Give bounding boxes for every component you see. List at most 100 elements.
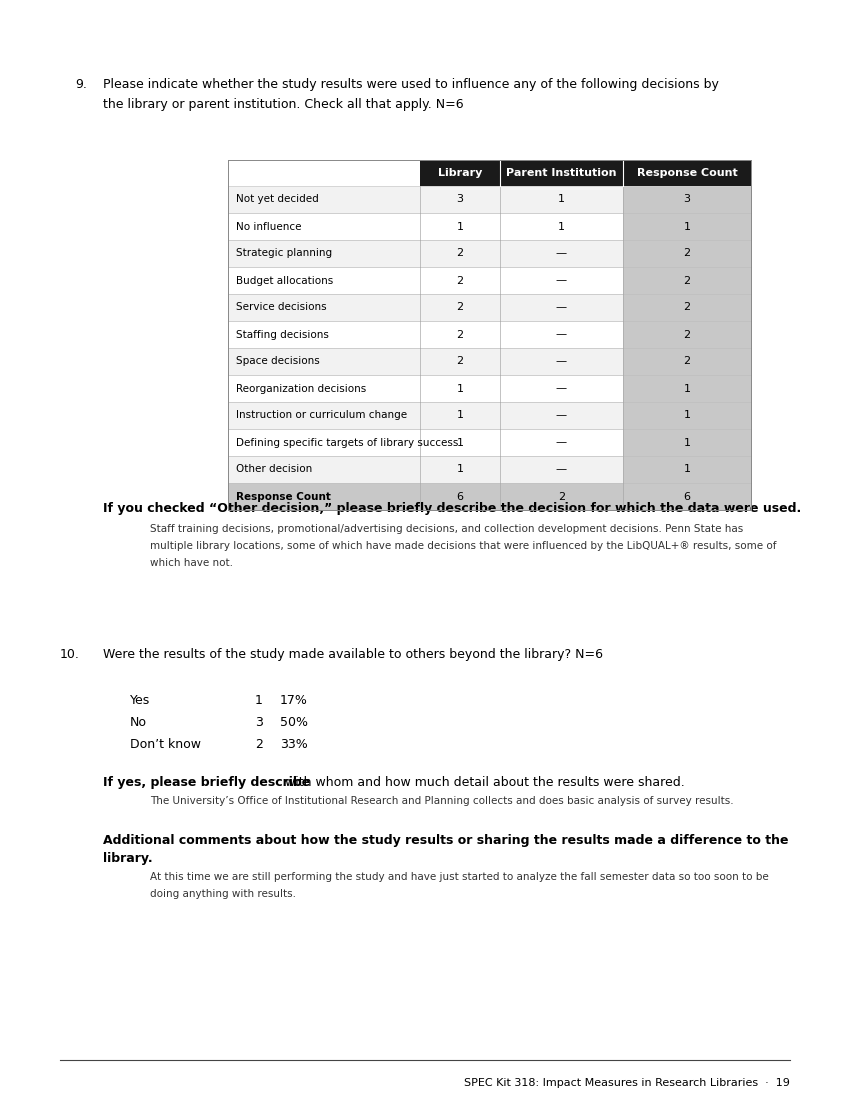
Text: 2: 2 — [457, 330, 464, 340]
Text: with whom and how much detail about the results were shared.: with whom and how much detail about the … — [281, 776, 685, 789]
Bar — [623, 321, 751, 348]
Text: 2: 2 — [683, 275, 690, 286]
Bar — [623, 483, 751, 510]
Text: 1: 1 — [457, 410, 464, 420]
Text: 2: 2 — [457, 356, 464, 366]
Text: Staffing decisions: Staffing decisions — [236, 330, 329, 340]
Bar — [623, 240, 751, 267]
Text: Instruction or curriculum change: Instruction or curriculum change — [236, 410, 408, 420]
Text: Defining specific targets of library success: Defining specific targets of library suc… — [236, 438, 458, 448]
Text: Strategic planning: Strategic planning — [236, 249, 332, 258]
Text: 3: 3 — [457, 195, 464, 205]
Text: 1: 1 — [683, 464, 690, 474]
Text: 3: 3 — [683, 195, 690, 205]
Text: 50%: 50% — [280, 716, 308, 729]
Text: 2: 2 — [457, 275, 464, 286]
Text: 1: 1 — [457, 384, 464, 394]
Text: 1: 1 — [683, 438, 690, 448]
Text: —: — — [556, 249, 567, 258]
Bar — [228, 375, 623, 402]
Bar — [228, 348, 623, 375]
Text: 1: 1 — [683, 384, 690, 394]
Text: 1: 1 — [457, 221, 464, 231]
Text: 2: 2 — [255, 738, 263, 751]
Text: 2: 2 — [683, 330, 690, 340]
Text: 17%: 17% — [280, 694, 308, 707]
Text: the library or parent institution. Check all that apply. N=6: the library or parent institution. Check… — [103, 98, 464, 111]
Text: Service decisions: Service decisions — [236, 302, 327, 312]
Text: 6: 6 — [457, 492, 464, 502]
Bar — [228, 213, 623, 240]
Text: 1: 1 — [457, 464, 464, 474]
Text: 2: 2 — [683, 302, 690, 312]
Bar — [623, 186, 751, 213]
Text: 6: 6 — [683, 492, 690, 502]
Bar — [623, 456, 751, 483]
Text: 2: 2 — [683, 356, 690, 366]
Bar — [623, 402, 751, 429]
Text: —: — — [556, 302, 567, 312]
Bar — [228, 321, 623, 348]
Text: 2: 2 — [558, 492, 565, 502]
Text: The University’s Office of Institutional Research and Planning collects and does: The University’s Office of Institutional… — [150, 796, 734, 806]
Text: No: No — [130, 716, 147, 729]
Text: 3: 3 — [255, 716, 263, 729]
Text: 10.: 10. — [60, 648, 80, 661]
Bar — [228, 456, 623, 483]
Text: SPEC Kit 318: Impact Measures in Research Libraries  ·  19: SPEC Kit 318: Impact Measures in Researc… — [464, 1078, 790, 1088]
Text: Were the results of the study made available to others beyond the library? N=6: Were the results of the study made avail… — [103, 648, 603, 661]
Text: —: — — [556, 438, 567, 448]
Text: —: — — [556, 410, 567, 420]
Text: Please indicate whether the study results were used to influence any of the foll: Please indicate whether the study result… — [103, 78, 719, 91]
Text: Other decision: Other decision — [236, 464, 312, 474]
Text: 2: 2 — [457, 302, 464, 312]
Text: If yes, please briefly describe: If yes, please briefly describe — [103, 776, 310, 789]
Text: Budget allocations: Budget allocations — [236, 275, 334, 286]
Text: 33%: 33% — [280, 738, 307, 751]
Text: No influence: No influence — [236, 221, 301, 231]
Text: 1: 1 — [683, 410, 690, 420]
Text: 1: 1 — [457, 438, 464, 448]
Text: Staff training decisions, promotional/advertising decisions, and collection deve: Staff training decisions, promotional/ad… — [150, 524, 743, 534]
Text: multiple library locations, some of which have made decisions that were influenc: multiple library locations, some of whic… — [150, 541, 777, 551]
Text: doing anything with results.: doing anything with results. — [150, 889, 296, 899]
Text: Reorganization decisions: Reorganization decisions — [236, 384, 366, 394]
Bar — [623, 267, 751, 294]
Bar — [228, 294, 623, 321]
Bar — [228, 186, 623, 213]
Bar — [623, 294, 751, 321]
Text: Response Count: Response Count — [236, 492, 331, 502]
Text: Yes: Yes — [130, 694, 150, 707]
Text: —: — — [556, 384, 567, 394]
Text: Parent Institution: Parent Institution — [506, 168, 616, 178]
Text: 1: 1 — [683, 221, 690, 231]
Text: 9.: 9. — [75, 78, 87, 91]
Text: Space decisions: Space decisions — [236, 356, 320, 366]
Text: 2: 2 — [683, 249, 690, 258]
Text: 2: 2 — [457, 249, 464, 258]
Text: 1: 1 — [558, 195, 565, 205]
Bar — [228, 429, 623, 456]
Bar — [623, 348, 751, 375]
Bar — [228, 240, 623, 267]
Text: Additional comments about how the study results or sharing the results made a di: Additional comments about how the study … — [103, 834, 789, 847]
Text: At this time we are still performing the study and have just started to analyze : At this time we are still performing the… — [150, 872, 768, 882]
Text: Response Count: Response Count — [637, 168, 738, 178]
Text: which have not.: which have not. — [150, 558, 233, 568]
Bar — [228, 267, 623, 294]
Text: 1: 1 — [558, 221, 565, 231]
Text: library.: library. — [103, 852, 153, 865]
Bar — [228, 402, 623, 429]
Bar — [623, 429, 751, 456]
Text: —: — — [556, 464, 567, 474]
Text: —: — — [556, 330, 567, 340]
Bar — [228, 483, 623, 510]
Bar — [420, 160, 751, 186]
Text: Not yet decided: Not yet decided — [236, 195, 318, 205]
Text: Don’t know: Don’t know — [130, 738, 201, 751]
Text: If you checked “Other decision,” please briefly describe the decision for which : If you checked “Other decision,” please … — [103, 502, 801, 515]
Text: 1: 1 — [255, 694, 263, 707]
Bar — [623, 213, 751, 240]
Text: Library: Library — [438, 168, 482, 178]
Text: —: — — [556, 356, 567, 366]
